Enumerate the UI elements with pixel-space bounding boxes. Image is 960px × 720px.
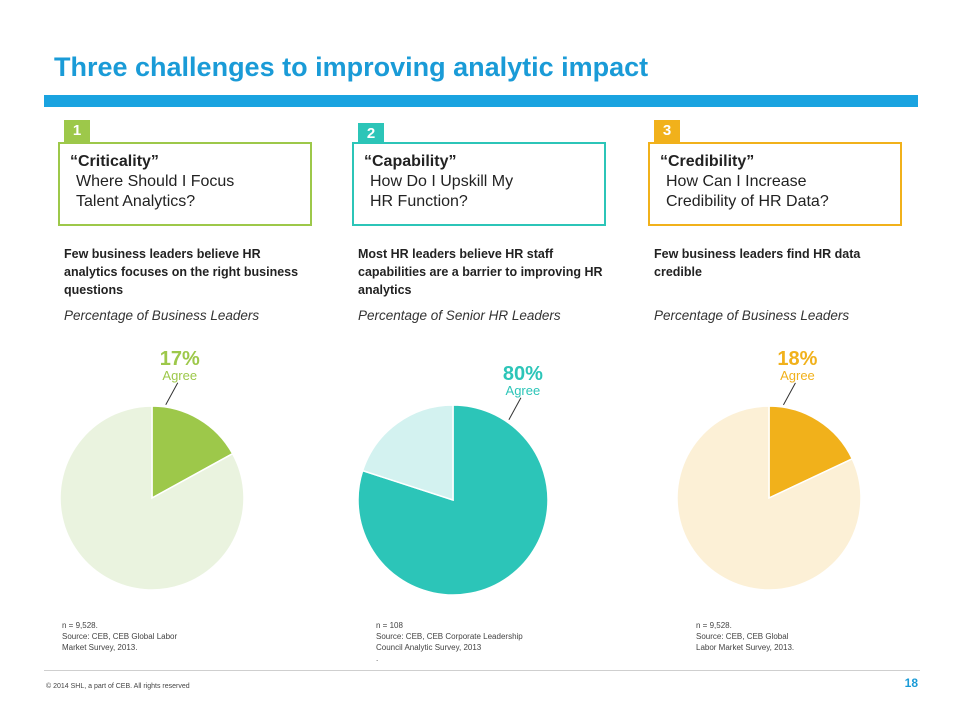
pie-slice-agree [768,405,854,500]
pie-slice-other [361,404,454,502]
challenge-column-criticality: 1 “Criticality” Where Should I Focus Tal… [48,120,318,660]
source-note: n = 9,528. Source: CEB, CEB Global Labor… [696,621,795,652]
pie-percent-label: 18% [777,348,817,370]
title-underline-bar [44,95,918,107]
pie-slice-other [59,405,245,591]
slide-title: Three challenges to improving analytic i… [54,52,649,82]
challenge-heading: “Criticality” [70,153,159,170]
challenge-number-badge: 2 [358,123,384,145]
chart-population-label: Percentage of Senior HR Leaders [358,308,561,323]
chart-population-label: Percentage of Business Leaders [64,308,260,323]
pie-slice-agree [151,405,234,500]
challenge-number-badge: 1 [64,120,90,142]
challenge-column-credibility: 3 “Credibility” How Can I Increase Credi… [638,120,908,660]
source-note: n = 9,528. Source: CEB, CEB Global Labor… [62,621,178,652]
pie-slice-label: Agree [162,368,197,383]
pie-slice-label: Agree [780,368,815,383]
challenge-finding: Few business leaders believe HR analytic… [64,247,299,297]
challenge-finding: Few business leaders find HR data credib… [654,247,861,279]
challenge-heading: “Capability” [364,153,457,170]
pie-chart-credibility: 18%Agree [676,348,862,591]
challenge-question: Where Should I Focus Talent Analytics? [76,173,235,210]
challenge-question-box: “Capability” How Do I Upskill My HR Func… [352,142,606,226]
pie-leader-line [165,382,179,405]
footer-divider [44,670,920,671]
pie-slice-other [676,405,862,591]
pie-slice-label: Agree [506,383,541,398]
challenge-column-capability: 2 “Capability” How Do I Upskill My HR Fu… [342,120,612,663]
challenge-heading: “Credibility” [660,153,755,170]
challenge-question-box: “Criticality” Where Should I Focus Talen… [58,142,312,226]
chart-population-label: Percentage of Business Leaders [654,308,850,323]
copyright-notice: © 2014 SHL, a part of CEB. All rights re… [46,683,190,690]
pie-chart-criticality: 17%Agree [59,348,245,591]
challenge-question: How Can I Increase Credibility of HR Dat… [666,173,829,210]
page-number: 18 [904,676,918,690]
pie-chart-capability: 80%Agree [357,363,549,596]
pie-leader-line [783,382,796,406]
pie-percent-label: 80% [503,363,543,385]
challenge-question: How Do I Upskill My HR Function? [370,173,514,210]
source-note: n = 108 Source: CEB, CEB Corporate Leade… [376,621,523,663]
pie-leader-line [508,397,522,421]
challenge-number-badge: 3 [654,120,680,142]
challenge-question-box: “Credibility” How Can I Increase Credibi… [648,142,902,226]
challenge-finding: Most HR leaders believe HR staff capabil… [358,247,603,297]
pie-percent-label: 17% [160,348,200,370]
